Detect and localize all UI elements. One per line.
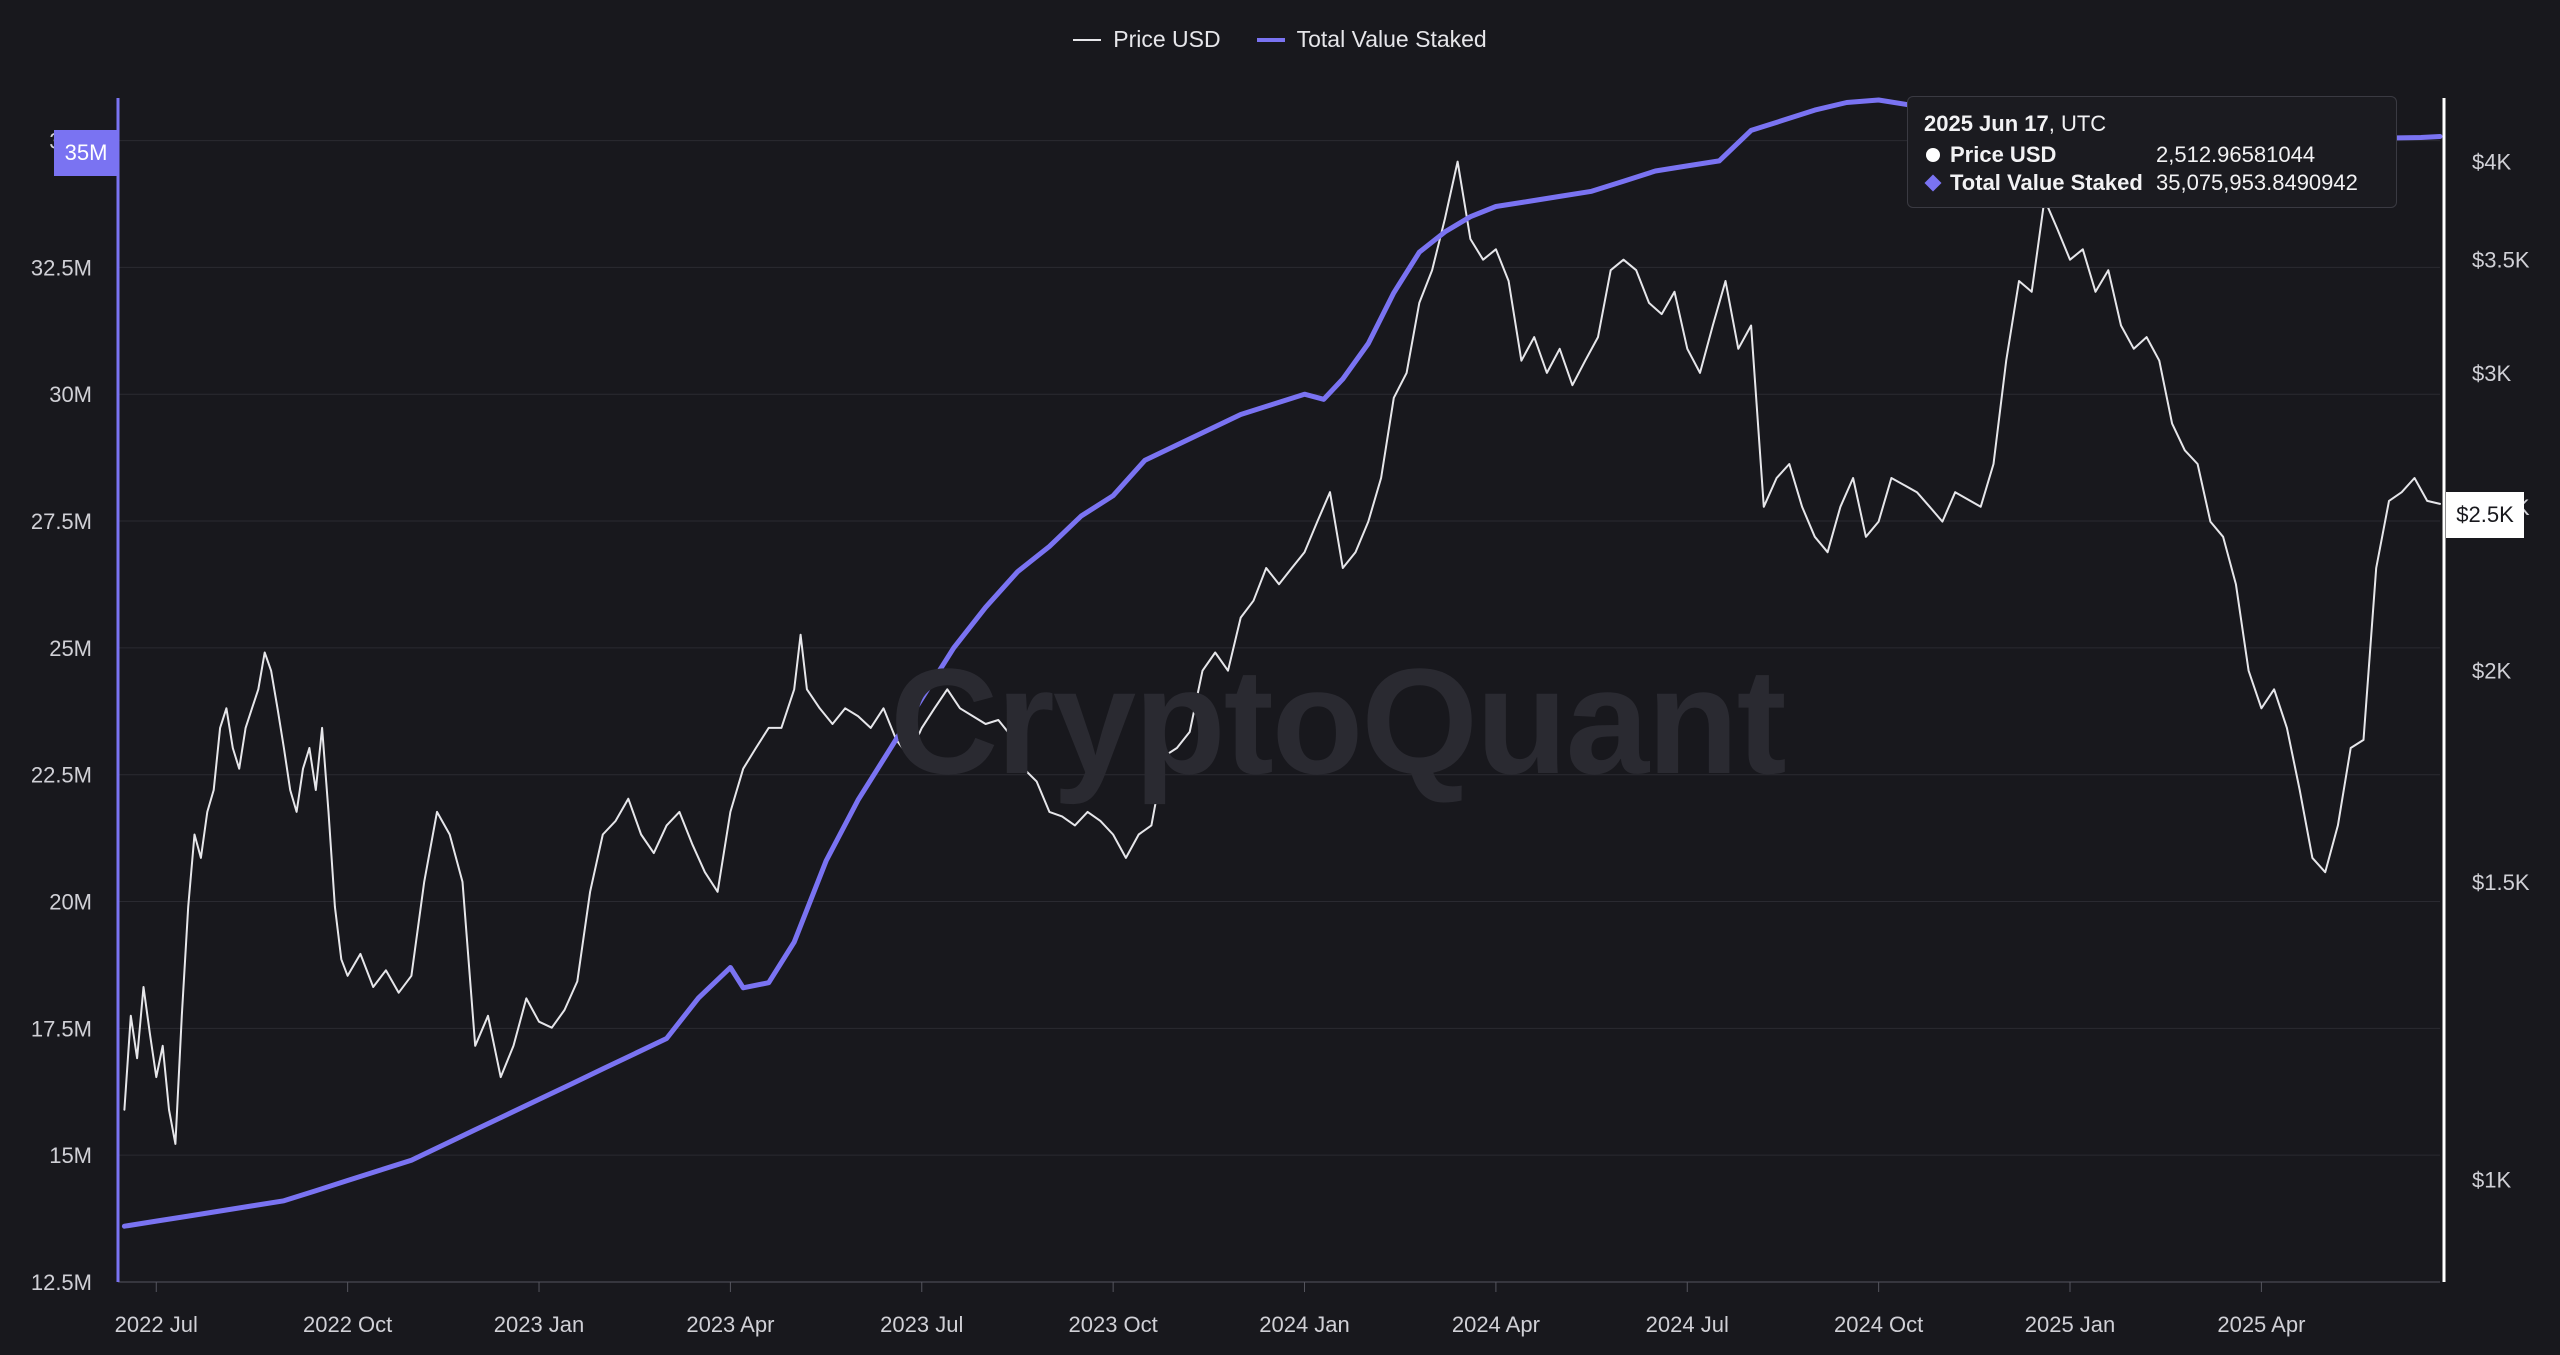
legend-swatch-price (1073, 38, 1102, 41)
y-left-tick-label: 30M (49, 382, 92, 407)
legend-label-tvs: Total Value Staked (1296, 26, 1487, 52)
y-right-tick-label: $3.5K (2472, 248, 2530, 273)
legend: Price USD Total Value Staked (0, 26, 2560, 53)
tooltip-date-row: 2025 Jun 17, UTC (1924, 111, 2380, 137)
left-axis-value-flag: 35M (54, 130, 118, 176)
y-left-tick-label: 32.5M (31, 255, 92, 280)
y-right-tick-label: $1K (2472, 1168, 2511, 1193)
x-tick-label: 2024 Oct (1834, 1312, 1923, 1337)
x-tick-label: 2022 Oct (303, 1312, 392, 1337)
tooltip-timezone: , UTC (2048, 111, 2107, 136)
legend-label-price: Price USD (1113, 26, 1221, 52)
y-right-tick-label: $2K (2472, 659, 2511, 684)
diamond-icon (1924, 174, 1942, 192)
tooltip-price-value: 2,512.96581044 (2156, 142, 2316, 167)
x-tick-label: 2024 Apr (1452, 1312, 1540, 1337)
x-tick-label: 2023 Jul (880, 1312, 963, 1337)
x-tick-label: 2025 Apr (2217, 1312, 2305, 1337)
series-line-price-usd (123, 160, 2441, 1145)
circle-icon (1924, 148, 1942, 162)
x-tick-label: 2023 Jan (494, 1312, 585, 1337)
x-tick-label: 2022 Jul (115, 1312, 198, 1337)
watermark: CryptoQuant (890, 637, 1787, 805)
axis-layer (116, 98, 2446, 1292)
x-tick-label: 2024 Jul (1646, 1312, 1729, 1337)
legend-swatch-tvs (1256, 37, 1285, 42)
tooltip-row-price: Price USD 2,512.96581044 (1924, 141, 2380, 169)
legend-item-price[interactable]: Price USD (1073, 26, 1221, 53)
y-left-tick-label: 27.5M (31, 509, 92, 534)
y-left-tick-label: 15M (49, 1143, 92, 1168)
x-tick-label: 2023 Apr (686, 1312, 774, 1337)
chart-tooltip: 2025 Jun 17, UTC Price USD 2,512.9658104… (1907, 96, 2397, 208)
y-left-tick-label: 22.5M (31, 763, 92, 788)
y-left-tick-label: 20M (49, 890, 92, 915)
y-left-tick-label: 25M (49, 636, 92, 661)
tooltip-tvs-value: 35,075,953.8490942 (2156, 170, 2358, 195)
y-right-tick-label: $4K (2472, 150, 2511, 175)
y-left-tick-label: 17.5M (31, 1016, 92, 1041)
tooltip-date: 2025 Jun 17 (1924, 111, 2049, 136)
tooltip-tvs-label: Total Value Staked (1950, 170, 2143, 195)
right-axis-value-flag: $2.5K (2446, 492, 2524, 538)
y-left-tick-label: 12.5M (31, 1270, 92, 1295)
tooltip-row-tvs: Total Value Staked 35,075,953.8490942 (1924, 169, 2380, 197)
tooltip-price-label: Price USD (1950, 142, 2057, 167)
y-right-tick-label: $3K (2472, 361, 2511, 386)
label-layer: 12.5M 15M 17.5M 20M 22.5M 25M 27.5M 30M 32.5M 35M… (31, 129, 2530, 1337)
y-right-tick-label: $1.5K (2472, 870, 2530, 895)
legend-item-tvs[interactable]: Total Value Staked (1256, 26, 1487, 53)
x-tick-label: 2025 Jan (2025, 1312, 2116, 1337)
x-tick-label: 2023 Oct (1069, 1312, 1158, 1337)
x-tick-label: 2024 Jan (1259, 1312, 1350, 1337)
